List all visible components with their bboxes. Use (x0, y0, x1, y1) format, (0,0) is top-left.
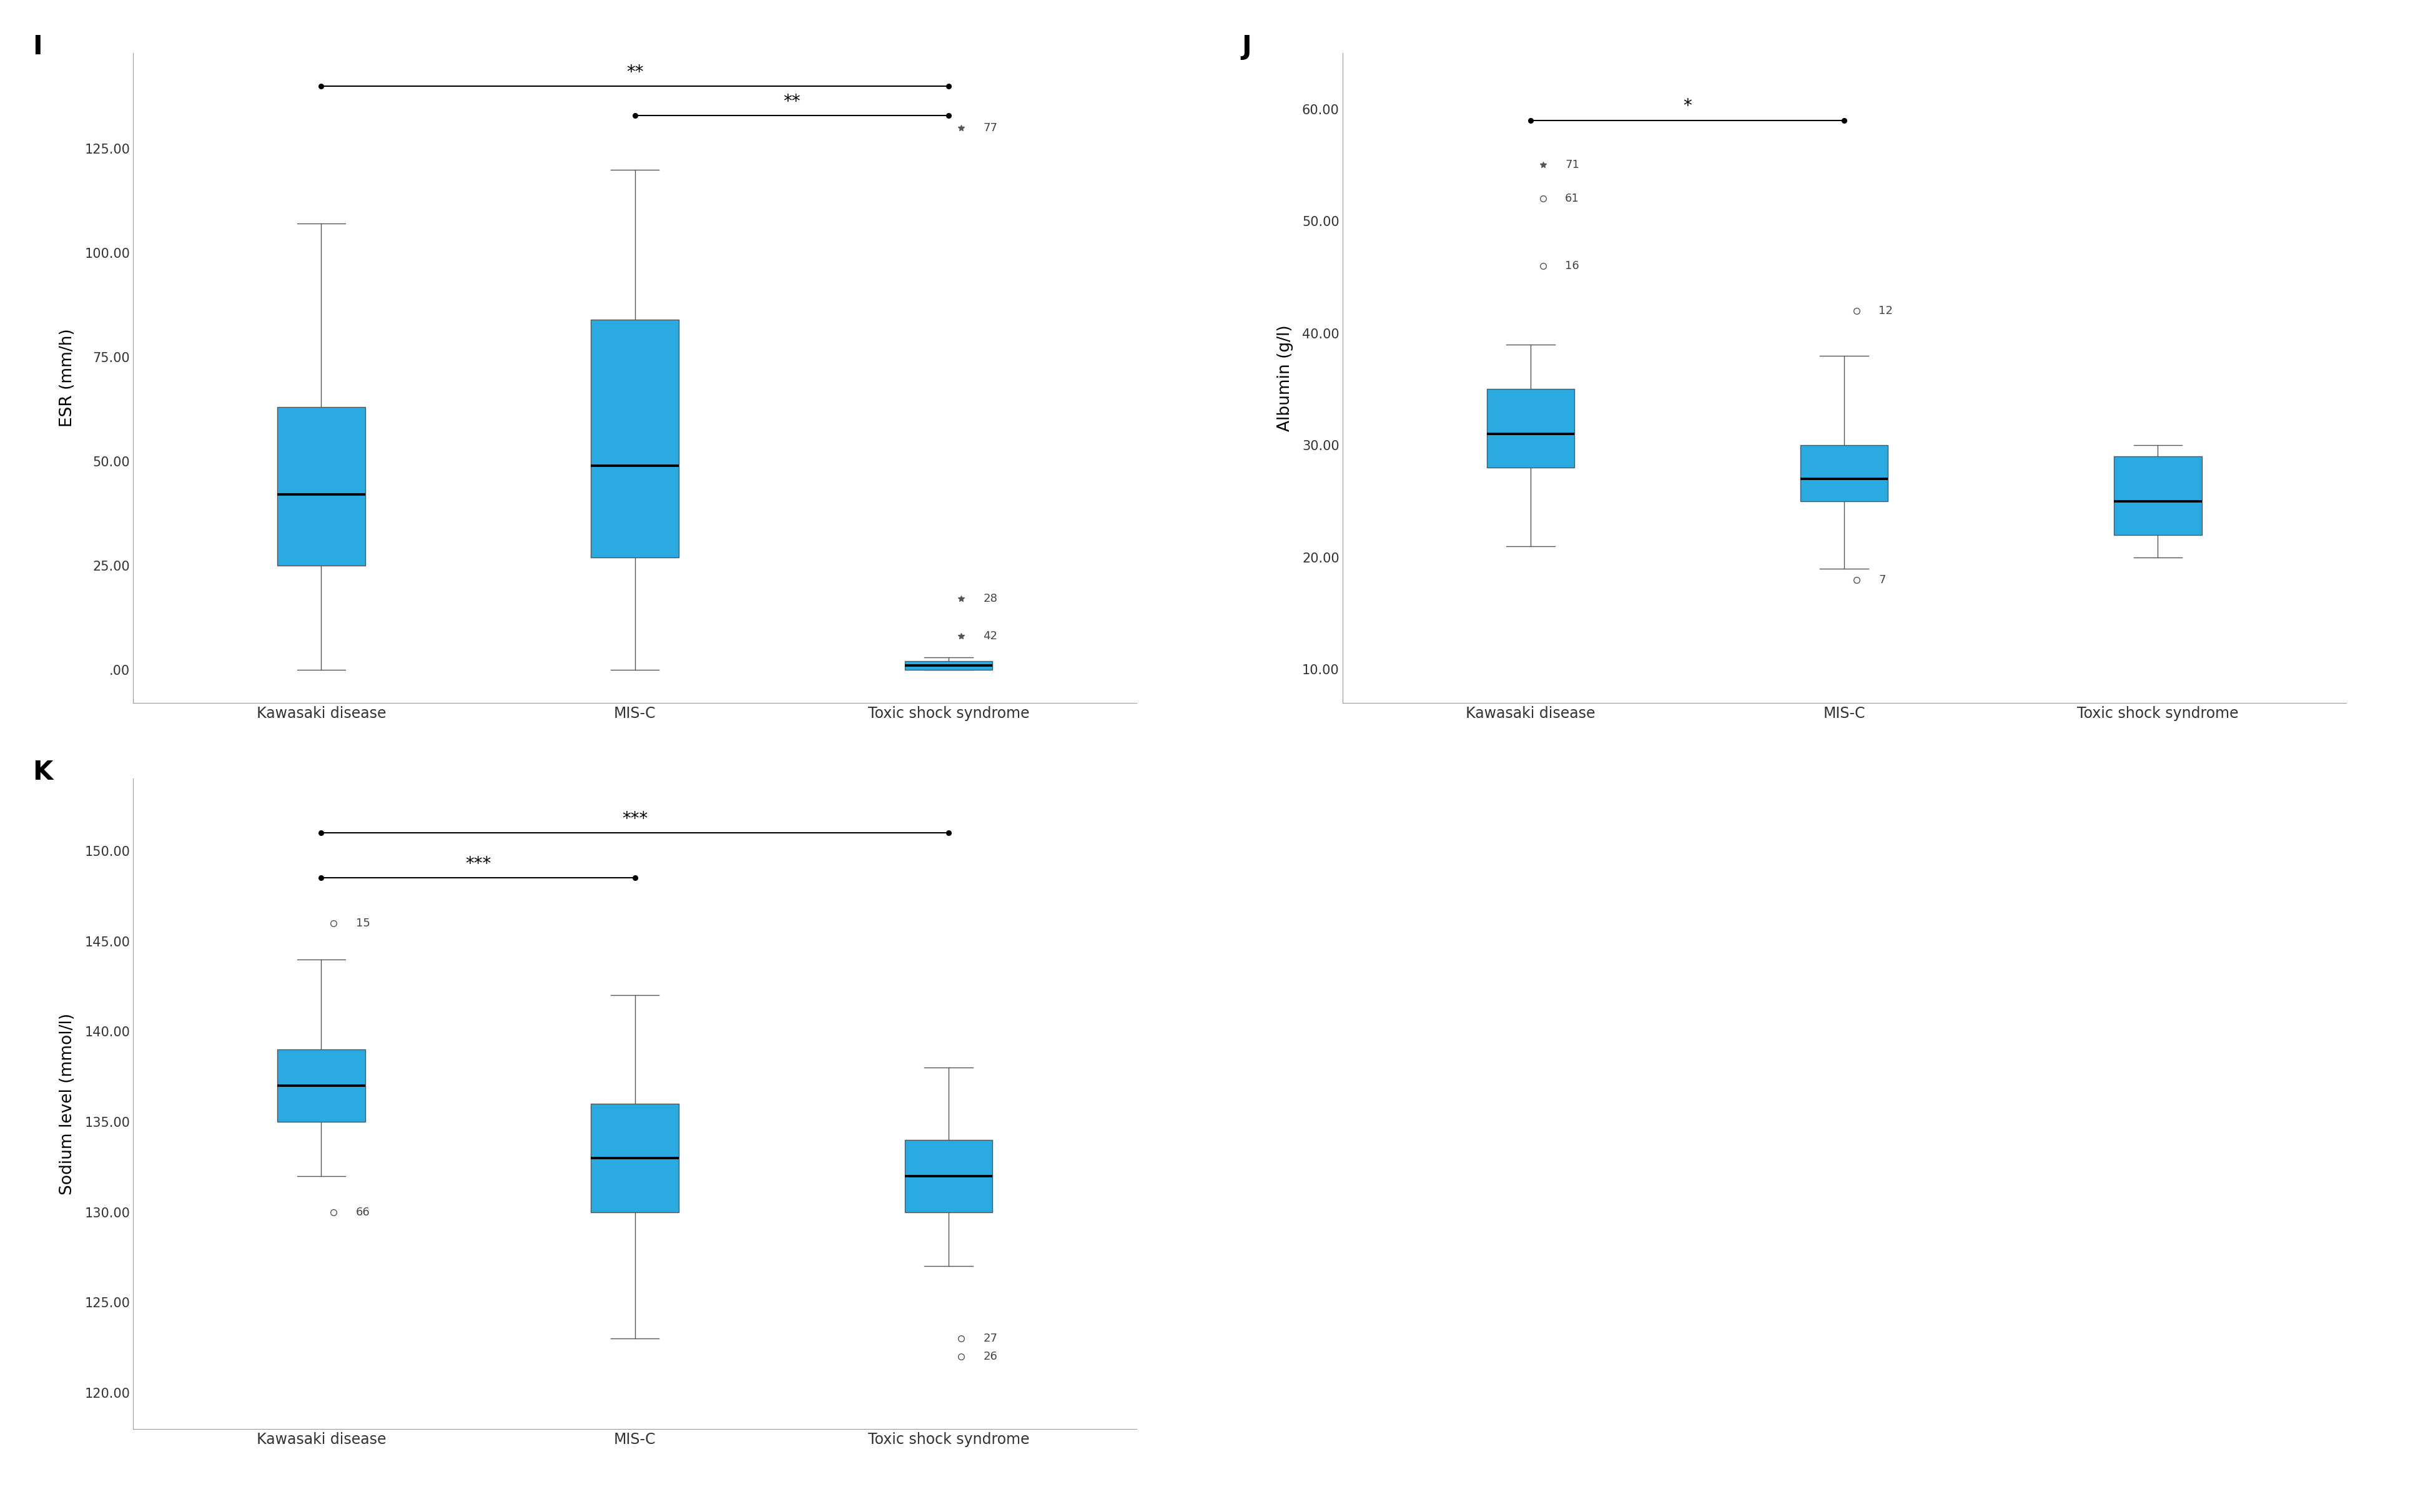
Text: 15: 15 (355, 918, 370, 928)
Text: **: ** (626, 64, 643, 82)
Bar (904, 661, 991, 670)
Text: 71: 71 (1564, 159, 1579, 171)
Bar (1799, 445, 1888, 502)
Y-axis label: ESR (mm/h): ESR (mm/h) (60, 328, 75, 428)
Bar (278, 1049, 365, 1122)
Bar (904, 1140, 991, 1213)
Y-axis label: Sodium level (mmol/l): Sodium level (mmol/l) (60, 1013, 75, 1194)
Text: **: ** (783, 92, 800, 110)
Text: 27: 27 (982, 1334, 996, 1344)
Bar (1487, 389, 1574, 467)
Text: 77: 77 (982, 122, 996, 133)
Text: 28: 28 (982, 593, 996, 605)
Text: ***: *** (464, 856, 491, 872)
Text: 42: 42 (982, 631, 996, 643)
Bar (590, 319, 679, 558)
Text: 26: 26 (982, 1352, 996, 1362)
Bar (590, 1104, 679, 1213)
Text: 66: 66 (355, 1207, 370, 1217)
Text: K: K (34, 759, 53, 785)
Text: *: * (1683, 97, 1690, 115)
Text: 61: 61 (1564, 194, 1579, 204)
Bar (2113, 457, 2200, 535)
Y-axis label: Albumin (g/l): Albumin (g/l) (1277, 325, 1294, 431)
Text: J: J (1243, 33, 1253, 59)
Text: I: I (34, 33, 44, 59)
Text: 7: 7 (1879, 575, 1886, 585)
Bar (278, 407, 365, 565)
Text: 12: 12 (1879, 305, 1893, 316)
Text: 16: 16 (1564, 260, 1579, 272)
Text: ***: *** (621, 810, 648, 827)
